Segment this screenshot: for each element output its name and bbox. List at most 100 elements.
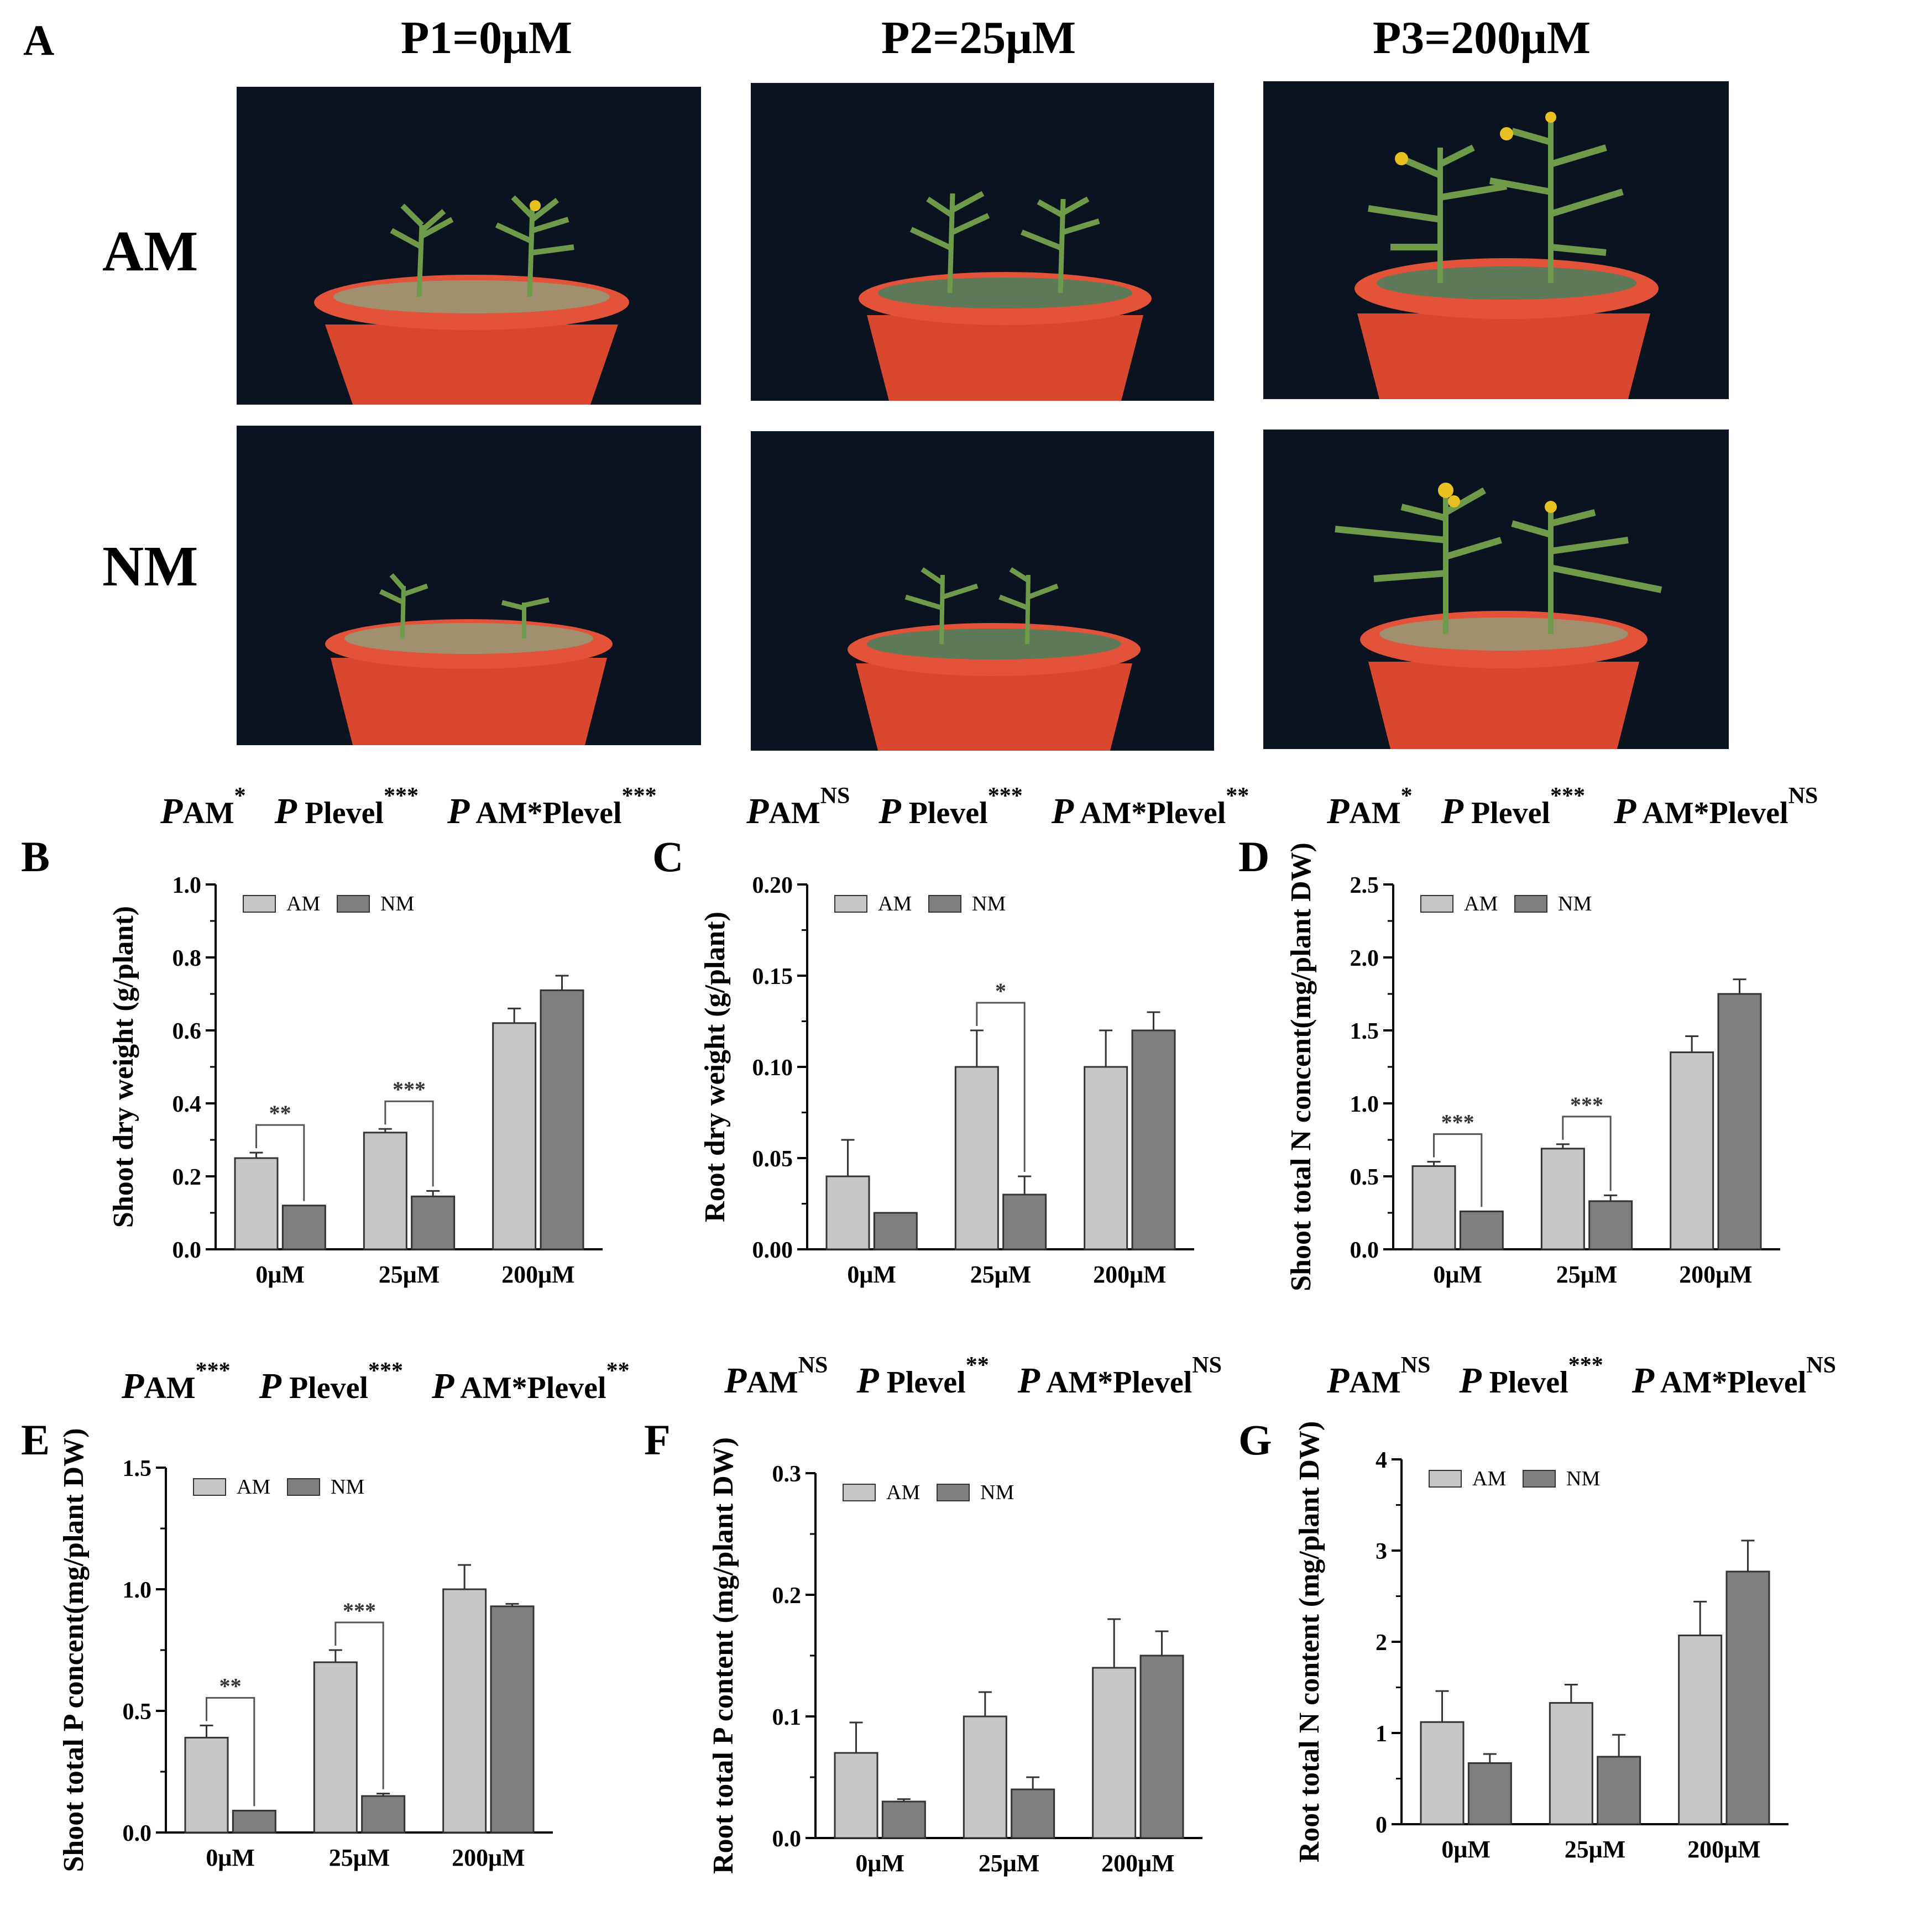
- chart-g: 0 1 2 3 4 Root total N content (mg/plant DW) 0…: [1294, 1421, 1800, 1896]
- bar-nm-0: [1459, 1210, 1504, 1250]
- bar-nm-1: [1011, 1788, 1055, 1839]
- chart-b: 0.0 0.2 0.4 0.6 0.8 1.0 Shoot dry weight (g/pl…: [108, 862, 614, 1321]
- y-tick-label: 0.1: [772, 1705, 802, 1730]
- y-tick-label: 1.0: [123, 1578, 152, 1603]
- significance-bracket: [206, 1697, 255, 1807]
- legend-label-nm: NM: [1566, 1467, 1600, 1490]
- photo-nm-p1: [237, 426, 701, 745]
- panel-letter-g: G: [1238, 1416, 1272, 1464]
- panel-letter-a: A: [23, 16, 55, 64]
- stats-g: PAMNS P Plevel*** P AM*PlevelNS: [1327, 1353, 1836, 1401]
- y-axis-label: Shoot total P concent(mg/plant DW): [58, 1428, 90, 1872]
- x-tick-label: 0μM: [255, 1261, 304, 1288]
- bar-am-1: [1540, 1148, 1585, 1250]
- bar-am-1: [313, 1661, 358, 1834]
- row-label-nm: NM: [102, 535, 198, 598]
- chart-svg: 0 1 2 3 4 Root total N content (mg/plant DW) 0…: [1294, 1421, 1789, 1863]
- bar-am-0: [1411, 1165, 1456, 1250]
- bar-nm-0: [881, 1800, 926, 1839]
- y-tick-label: 1.5: [1350, 1019, 1379, 1044]
- legend-label-am: AM: [1464, 892, 1498, 915]
- chart-svg: 0.0 0.5 1.0 1.5 2.0 2.5 Shoot total N concent(…: [1285, 842, 1780, 1291]
- bar-am-2: [442, 1588, 487, 1834]
- bar-nm-2: [1717, 993, 1762, 1250]
- y-axis-label: Root total N content (mg/plant DW): [1294, 1421, 1325, 1863]
- stats-c: PAMNS P Plevel*** P AM*Plevel**: [746, 783, 1249, 831]
- legend-label-am: AM: [237, 1475, 270, 1499]
- significance-label: **: [269, 1101, 291, 1125]
- bar-am-2: [1092, 1667, 1137, 1839]
- y-tick-label: 1.5: [123, 1456, 152, 1481]
- stats-e: PAM*** P Plevel*** P AM*Plevel**: [122, 1358, 630, 1406]
- y-tick-label: 1.0: [172, 873, 202, 898]
- y-tick-label: 0.8: [172, 946, 202, 971]
- stats-f: PAMNS P Plevel** P AM*PlevelNS: [724, 1353, 1222, 1401]
- x-tick-label: 200μM: [1679, 1261, 1752, 1288]
- y-tick-label: 3: [1376, 1539, 1387, 1564]
- chart-d: 0.0 0.5 1.0 1.5 2.0 2.5 Shoot total N concent(…: [1285, 842, 1791, 1321]
- bar-am-1: [1549, 1702, 1593, 1825]
- x-tick-label: 0μM: [1433, 1261, 1482, 1288]
- x-tick-label: 0μM: [855, 1850, 904, 1877]
- legend-swatch-nm: [287, 1478, 320, 1496]
- legend-swatch-am: [1429, 1470, 1462, 1488]
- legend-label-am: AM: [286, 892, 320, 915]
- significance-label: ***: [1441, 1110, 1474, 1135]
- bar-nm-2: [1139, 1654, 1184, 1839]
- y-tick-label: 0.0: [1350, 1238, 1379, 1263]
- y-tick-label: 0.00: [752, 1238, 793, 1263]
- x-tick-label: 25μM: [979, 1850, 1039, 1877]
- chart-svg: 0.0 0.5 1.0 1.5 Shoot total P concent(mg/pla…: [58, 1428, 553, 1872]
- bar-am-1: [954, 1066, 999, 1250]
- y-tick-label: 0.20: [752, 873, 793, 898]
- bar-nm-1: [1002, 1193, 1047, 1250]
- legend-label-am: AM: [886, 1481, 920, 1504]
- y-axis-label: Shoot total N concent(mg/plant DW): [1285, 842, 1317, 1291]
- legend-swatch-nm: [928, 895, 961, 913]
- y-axis-label: Root total P content (mg/plant DW): [708, 1437, 739, 1874]
- bar-nm-0: [873, 1212, 918, 1250]
- photo-am-p1: [237, 87, 701, 405]
- significance-bracket: [976, 1002, 1026, 1172]
- legend-label-am: AM: [1472, 1467, 1506, 1490]
- y-tick-label: 0.15: [752, 964, 793, 989]
- panel-letter-d: D: [1238, 833, 1270, 881]
- legend-label-nm: NM: [1558, 892, 1592, 915]
- y-tick-label: 0: [1376, 1813, 1387, 1838]
- y-tick-label: 0.0: [172, 1238, 202, 1263]
- x-tick-label: 200μM: [1687, 1836, 1760, 1863]
- bar-am-2: [1678, 1634, 1723, 1825]
- significance-bracket: [1433, 1133, 1483, 1207]
- bar-nm-2: [540, 989, 584, 1250]
- y-tick-label: 0.10: [752, 1055, 793, 1081]
- legend-swatch-nm: [937, 1484, 970, 1501]
- significance-label: ***: [1570, 1092, 1603, 1117]
- stats-d: PAM* P Plevel*** P AM*PlevelNS: [1327, 783, 1818, 831]
- y-axis-label: Root dry weight (g/plant): [699, 912, 731, 1222]
- y-tick-label: 2.5: [1350, 873, 1379, 898]
- bar-am-0: [234, 1157, 279, 1250]
- x-tick-label: 200μM: [452, 1844, 525, 1871]
- chart-e: 0.0 0.5 1.0 1.5 Shoot total P concent(mg/pla…: [58, 1428, 564, 1904]
- panel-letter-c: C: [652, 833, 684, 881]
- panel-letter-b: B: [21, 833, 50, 881]
- x-tick-label: 25μM: [1565, 1836, 1625, 1863]
- y-tick-label: 0.4: [172, 1092, 202, 1117]
- bar-am-2: [492, 1022, 537, 1250]
- significance-bracket: [255, 1124, 305, 1201]
- x-tick-label: 0μM: [206, 1844, 254, 1871]
- bar-am-0: [184, 1736, 229, 1834]
- chart-svg: 0.00 0.05 0.10 0.15 0.20 Root dry weight (g/p…: [699, 873, 1194, 1288]
- significance-bracket: [384, 1100, 434, 1187]
- y-tick-label: 2: [1376, 1630, 1387, 1656]
- x-tick-label: 0μM: [1441, 1836, 1490, 1863]
- significance-label: *: [995, 978, 1006, 1003]
- bar-am-1: [963, 1715, 1007, 1839]
- x-tick-label: 200μM: [1101, 1850, 1174, 1877]
- bar-am-1: [363, 1132, 407, 1250]
- legend-label-nm: NM: [980, 1481, 1014, 1504]
- bar-am-2: [1084, 1066, 1128, 1250]
- y-tick-label: 0.05: [752, 1146, 793, 1172]
- bar-nm-2: [490, 1605, 535, 1834]
- bar-am-2: [1670, 1051, 1714, 1250]
